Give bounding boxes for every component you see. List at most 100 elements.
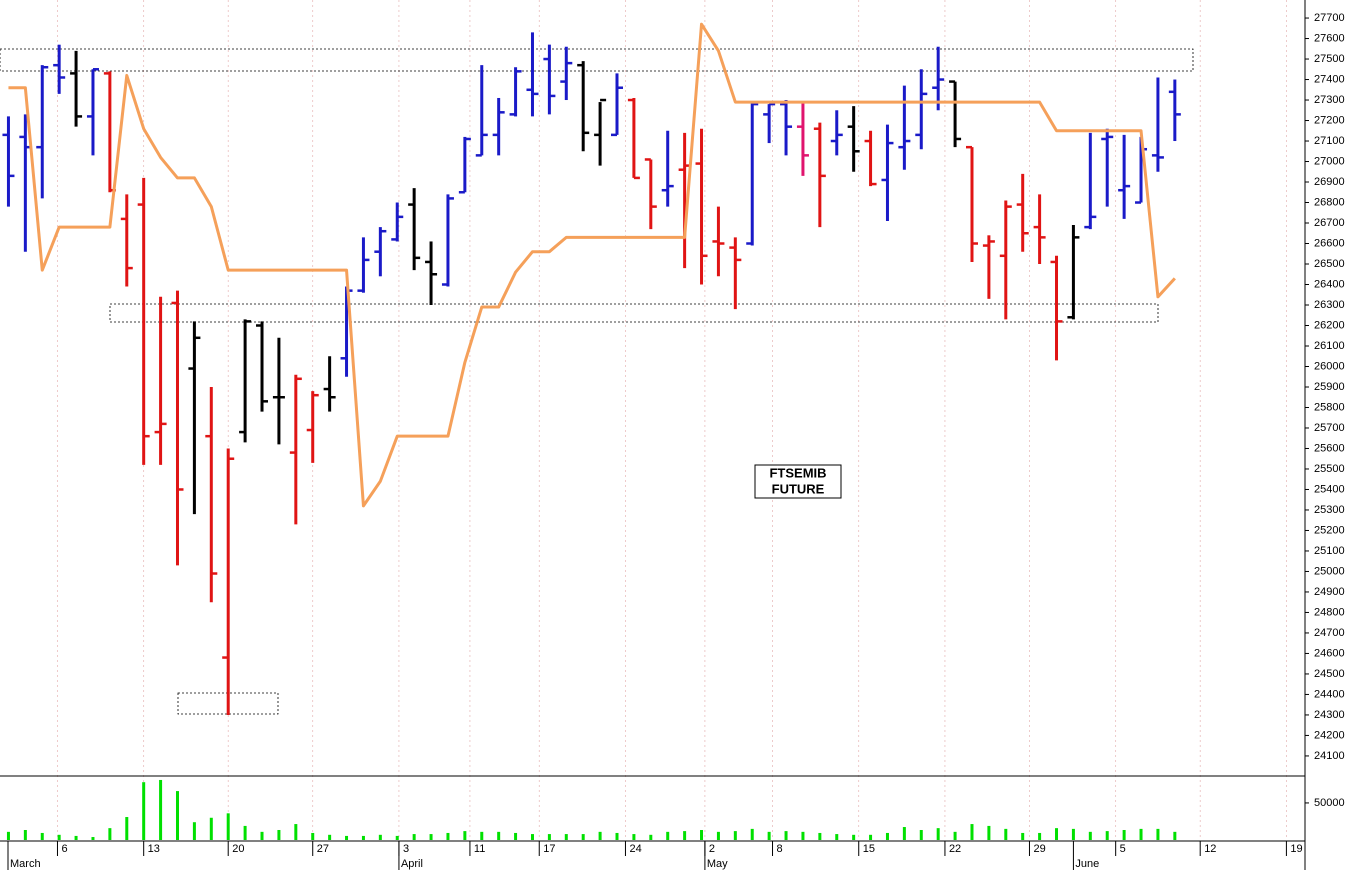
annotation-box [754,464,842,499]
month-label: April [401,858,423,870]
volume-bar [1021,832,1025,840]
volume-bar [514,832,518,840]
volume-bar [784,831,788,840]
volume-bar [192,822,196,840]
y-tick-label: 25600 [1314,442,1345,454]
volume-bar [395,835,399,840]
volume-bar [1088,831,1092,840]
volume-bar [91,837,95,840]
volume-bar [1055,828,1059,840]
volume-bar [74,835,78,840]
y-tick-label: 27600 [1314,32,1345,44]
volume-bar [700,829,704,840]
month-label: May [707,858,728,870]
volume-bar [40,832,44,840]
volume-bar [1122,829,1126,840]
y-tick-label: 26800 [1314,196,1345,208]
y-tick-label: 24700 [1314,627,1345,639]
y-tick-label: 26000 [1314,360,1345,372]
y-tick-label: 25000 [1314,565,1345,577]
y-tick-label: 27300 [1314,94,1345,106]
x-tick-label: 22 [949,843,961,855]
indicator-line [8,22,1176,508]
x-tick-label: 6 [61,843,67,855]
volume-bar [885,832,889,840]
volume-bar [801,831,805,840]
volume-bar [294,824,298,840]
x-tick-label: 8 [777,843,783,855]
y-tick-label: 26300 [1314,299,1345,311]
y-tick-label: 24400 [1314,688,1345,700]
y-tick-label: 26600 [1314,237,1345,249]
volume-bar [530,834,534,840]
y-tick-label: 24600 [1314,647,1345,659]
volume-bar [716,831,720,840]
volume-bar [311,832,315,840]
y-tick-label: 27400 [1314,73,1345,85]
volume-bar [243,825,247,840]
x-tick-label: 17 [543,843,555,855]
volume-bar [953,831,957,840]
volume-bar [175,791,179,840]
y-tick-label: 26400 [1314,278,1345,290]
y-tick-label: 24300 [1314,709,1345,721]
volume-bar [869,834,873,840]
volume-bar [936,828,940,840]
x-tick-label: 11 [474,843,485,855]
volume-bar [497,831,501,840]
volume-bar [1071,828,1075,840]
x-tick-label: 29 [1033,843,1045,855]
volume-bar [226,813,230,840]
volume-bar [581,834,585,840]
volume-bar [852,834,856,840]
volume-bar [260,831,264,840]
volume-bar [328,834,332,840]
y-tick-label: 25700 [1314,422,1345,434]
volume-bar [446,832,450,840]
y-tick-label: 24900 [1314,586,1345,598]
x-tick-label: 19 [1290,843,1302,855]
volume-bar [463,831,467,840]
annotation: FUTURE [772,481,825,496]
volume-bar [277,829,281,840]
volume-bar [632,834,636,840]
x-tick-label: 3 [403,843,409,855]
y-tick-label: 27500 [1314,53,1345,65]
x-tick-label: 27 [317,843,329,855]
volume-bar [412,834,416,840]
volume-bar [159,779,163,840]
annotation: FTSEMIB [769,465,826,480]
volume-bar [23,829,27,840]
y-tick-label: 27700 [1314,12,1345,24]
resistance-zone [0,48,1194,72]
volume-bar [1139,828,1143,840]
volume-bar [1004,828,1008,840]
volume-bar [564,834,568,840]
volume-bar [209,817,213,840]
x-tick-label: 13 [148,843,160,855]
y-tick-label: 26900 [1314,176,1345,188]
x-tick-label: 20 [232,843,244,855]
month-label: March [10,858,41,870]
axes: 24100 24200 24300 24400 24500 24600 24700 24800… [7,12,1345,870]
y-tick-label: 26700 [1314,217,1345,229]
y-tick-label: 25900 [1314,381,1345,393]
y-tick-label: 26500 [1314,258,1345,270]
volume-bar [1038,832,1042,840]
y-tick-label: 27100 [1314,135,1345,147]
support-zone [109,303,1159,323]
volume-bar [108,828,112,840]
volume-bar [6,831,10,840]
volume-bar [1156,828,1160,840]
volume-bar [902,827,906,840]
volume-bar [615,832,619,840]
volume-bar [835,834,839,840]
y-tick-label: 24800 [1314,606,1345,618]
y-tick-label: 25200 [1314,524,1345,536]
y-tick-label: 24200 [1314,729,1345,741]
volume-bar [666,831,670,840]
y-tick-label: 25400 [1314,483,1345,495]
x-tick-label: 15 [863,843,875,855]
volume-bar [345,835,349,840]
